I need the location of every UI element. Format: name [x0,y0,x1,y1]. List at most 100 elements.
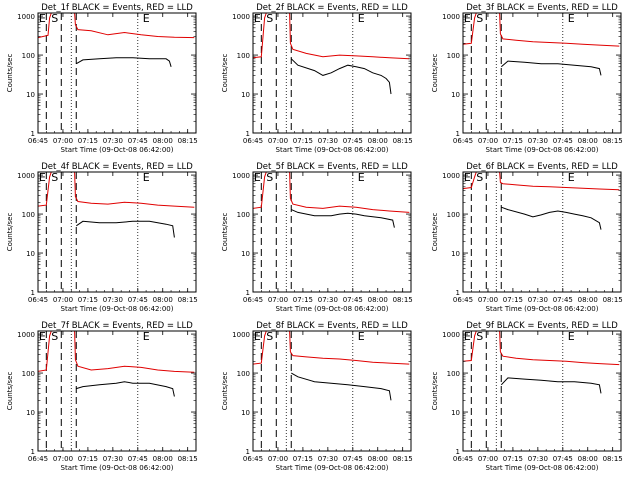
events-series-line [290,58,392,95]
panel-title: Det_6f BLACK = Events, RED = LLD [466,162,618,172]
x-tick-label: 08:00 [368,137,388,145]
x-tick-label: 07:45 [128,296,148,304]
x-tick-label: 07:30 [318,296,338,304]
event-marker: E [143,330,150,343]
y-tick-label: 1 [456,289,460,297]
y-axis-label: Counts/sec [431,213,439,252]
y-tick-label: 1000 [442,172,460,180]
y-tick-label: 1000 [17,172,35,180]
y-axis-label: Counts/sec [6,213,14,252]
y-tick-label: 1000 [17,13,35,21]
event-marker: E [358,330,365,343]
y-tick-label: 10 [26,91,35,99]
event-marker: E [39,12,46,25]
x-tick-label: 07:00 [268,296,288,304]
plot-frame [462,12,622,134]
y-tick-label: 1 [246,448,250,456]
plot-frame [462,330,622,452]
panel-title: Det_2f BLACK = Events, RED = LLD [256,3,408,13]
x-axis-label: Start Time (09-Oct-08 06:42:00) [61,464,174,472]
x-tick-label: 08:00 [153,296,173,304]
event-marker: S [476,171,483,184]
x-tick-label: 08:00 [578,296,598,304]
lld-series-line [462,12,620,47]
x-tick-label: 07:30 [103,137,123,145]
event-marker: E [464,171,471,184]
y-tick-label: 10 [241,91,250,99]
x-axis-label: Start Time (09-Oct-08 06:42:00) [61,146,174,154]
x-axis-label: Start Time (09-Oct-08 06:42:00) [276,305,389,313]
panel-title: Det_9f BLACK = Events, RED = LLD [466,321,618,331]
x-tick-label: 06:45 [453,296,473,304]
events-series-line [291,209,395,228]
plot-frame [252,171,412,293]
lld-series-line [37,171,195,208]
x-tick-label: 07:30 [318,455,338,463]
x-tick-label: 07:00 [53,455,73,463]
x-axis-label: Start Time (09-Oct-08 06:42:00) [276,146,389,154]
event-marker: E [464,12,471,25]
y-axis-label: Counts/sec [6,54,14,93]
x-tick-label: 06:45 [28,296,48,304]
y-tick-label: 1 [246,130,250,138]
x-tick-label: 08:15 [393,137,413,145]
x-tick-label: 07:15 [293,455,313,463]
lld-series-line [462,171,620,191]
x-tick-label: 07:15 [503,455,523,463]
x-tick-label: 08:00 [368,455,388,463]
x-tick-label: 07:00 [478,296,498,304]
event-marker: S [476,12,483,25]
y-tick-label: 1 [31,130,35,138]
plot-frame [252,330,412,452]
x-tick-label: 08:00 [578,455,598,463]
x-tick-label: 07:45 [343,455,363,463]
x-axis-label: Start Time (09-Oct-08 06:42:00) [486,464,599,472]
y-tick-label: 10 [26,250,35,258]
x-tick-label: 08:15 [603,137,623,145]
x-axis-label: Start Time (09-Oct-08 06:42:00) [486,146,599,154]
y-tick-label: 1000 [232,13,250,21]
x-axis-label: Start Time (09-Oct-08 06:42:00) [276,464,389,472]
x-tick-label: 06:45 [28,455,48,463]
plot-frame [252,12,412,134]
x-tick-label: 08:00 [578,137,598,145]
x-tick-label: 06:45 [453,137,473,145]
y-tick-label: 1 [456,130,460,138]
y-tick-label: 100 [237,211,250,219]
x-axis-label: Start Time (09-Oct-08 06:42:00) [486,305,599,313]
x-tick-label: 06:45 [453,455,473,463]
y-tick-label: 1 [246,289,250,297]
y-tick-label: 100 [237,52,250,60]
x-tick-label: 08:15 [603,455,623,463]
lld-series-line [252,12,410,60]
lld-series-line [37,12,195,39]
events-series-line [501,206,602,230]
y-tick-label: 1000 [442,13,460,21]
x-tick-label: 08:00 [153,137,173,145]
event-marker: S [476,330,483,343]
y-tick-label: 100 [447,52,460,60]
events-series-line [291,372,392,401]
y-tick-label: 100 [447,370,460,378]
events-series-line [76,220,175,238]
panel-title: Det_3f BLACK = Events, RED = LLD [466,3,618,13]
y-tick-label: 100 [22,211,35,219]
event-marker: E [143,171,150,184]
lld-series-line [37,330,195,373]
panel-title: Det_7f BLACK = Events, RED = LLD [41,321,193,331]
y-axis-label: Counts/sec [431,54,439,93]
lld-series-line [462,330,620,366]
x-tick-label: 07:30 [528,137,548,145]
x-tick-label: 08:15 [393,455,413,463]
event-marker: E [39,330,46,343]
y-tick-label: 1 [456,448,460,456]
event-marker: E [39,171,46,184]
y-axis-label: Counts/sec [221,213,229,252]
event-marker: S [51,171,58,184]
